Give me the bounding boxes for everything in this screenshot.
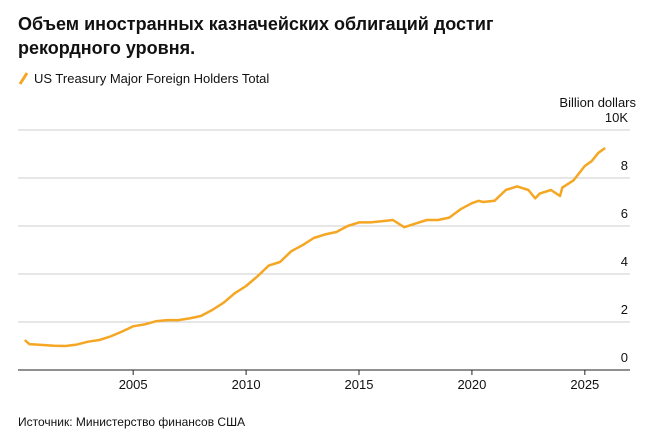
y-tick-label: 4 (621, 254, 628, 269)
x-tick-label: 2025 (570, 377, 599, 392)
line (23, 146, 606, 348)
chart-title: Объем иностранных казначейских облигаций… (18, 14, 494, 58)
source: Источник: Министерство финансов США (18, 415, 245, 429)
y-tick-label: 8 (621, 158, 628, 173)
y-tick-label: 0 (621, 350, 628, 365)
legend-label: US Treasury Major Foreign Holders Total (34, 71, 269, 86)
x-tick-label: 2010 (232, 377, 261, 392)
y-tick-label: 2 (621, 302, 628, 317)
y-axis-label: Billion dollars (559, 95, 636, 110)
x-tick-label: 2015 (345, 377, 374, 392)
y-tick-label: 6 (621, 206, 628, 221)
legend-swatch (18, 72, 29, 85)
x-tick-label: 2005 (119, 377, 148, 392)
x-tick-label: 2020 (457, 377, 486, 392)
y-tick-label: 10K (605, 110, 628, 125)
